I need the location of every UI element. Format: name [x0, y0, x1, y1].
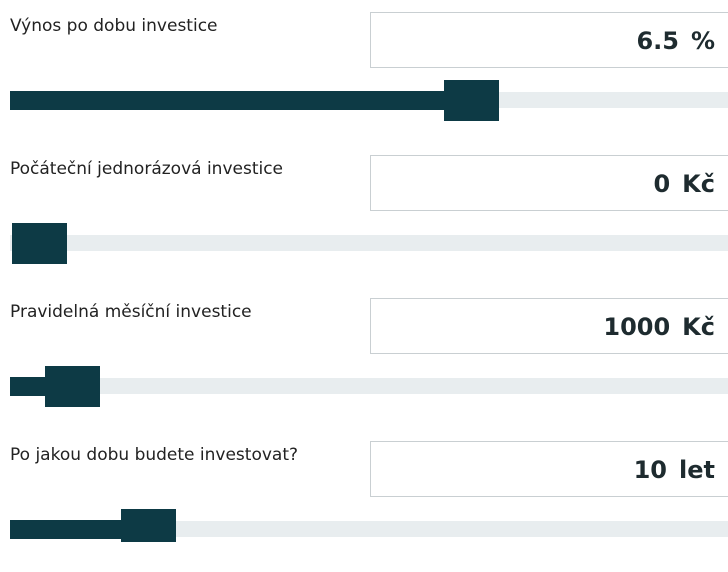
- slider-thumb[interactable]: [444, 80, 499, 121]
- value: 0: [653, 170, 671, 198]
- field-row: Po jakou dobu budete investovat? 10 let: [0, 429, 728, 572]
- slider-fill: [10, 377, 45, 396]
- slider-thumb[interactable]: [12, 223, 67, 264]
- value-input[interactable]: 10 let: [370, 441, 728, 497]
- value-input[interactable]: 0 Kč: [370, 155, 728, 211]
- value: 10: [633, 456, 668, 484]
- slider-thumb[interactable]: [121, 509, 176, 542]
- slider-fill: [10, 91, 444, 110]
- slider-track[interactable]: [10, 378, 728, 394]
- value: 1000: [603, 313, 671, 341]
- field-row: Počáteční jednorázová investice 0 Kč: [0, 143, 728, 286]
- unit: Kč: [682, 170, 715, 198]
- slider-track[interactable]: [10, 521, 728, 537]
- field-label: Výnos po dobu investice: [10, 16, 218, 36]
- unit: Kč: [682, 313, 715, 341]
- value: 6.5: [636, 27, 679, 55]
- value-input[interactable]: 1000 Kč: [370, 298, 728, 354]
- field-label: Počáteční jednorázová investice: [10, 159, 284, 179]
- value-input[interactable]: 6.5%: [370, 12, 728, 68]
- slider-thumb[interactable]: [45, 366, 100, 407]
- field-label: Pravidelná měsíční investice: [10, 302, 252, 322]
- calculator: {"fields": [ {"label": "Výnos po dobu in…: [0, 0, 728, 542]
- unit: %: [690, 27, 715, 55]
- field-label: Po jakou dobu budete investovat?: [10, 445, 299, 465]
- slider-fill: [10, 520, 121, 539]
- slider-track[interactable]: [10, 235, 728, 251]
- field-row: Pravidelná měsíční investice 1000 Kč: [0, 286, 728, 429]
- unit: let: [679, 456, 715, 484]
- field-row: Výnos po dobu investice 6.5%: [0, 0, 728, 143]
